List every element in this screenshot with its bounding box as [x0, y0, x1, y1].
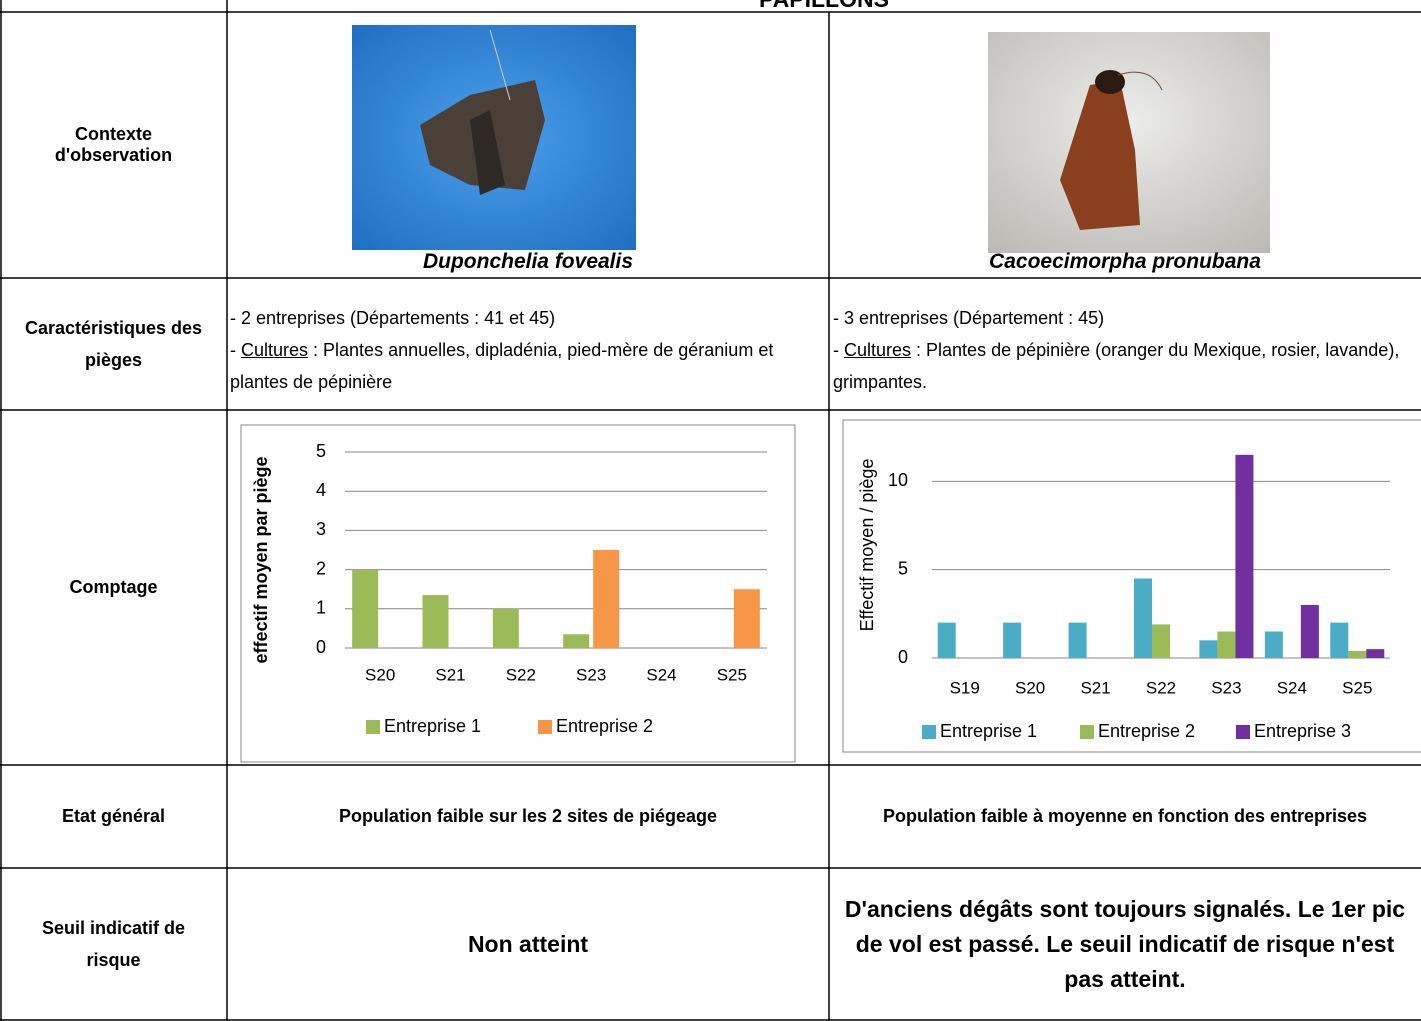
bar — [1366, 649, 1385, 658]
y-axis-title: effectif moyen par piège — [251, 456, 271, 663]
moth-wings — [1060, 80, 1140, 230]
x-tick-label: S19 — [950, 678, 980, 697]
legend-swatch — [1236, 725, 1250, 739]
traps-line: - 3 entreprises (Département : 45) — [833, 308, 1105, 328]
row-label: Etat général — [61, 806, 166, 826]
antenna — [1117, 71, 1163, 91]
x-tick-label: S23 — [1211, 678, 1241, 697]
traps-line: - 2 entreprises (Départements : 41 et 45… — [230, 308, 556, 328]
traps-rest: : Plantes annuelles, dipladénia, pied-mè… — [230, 340, 774, 392]
species-caption: Cacoecimorpha pronubana — [989, 250, 1261, 273]
legend-label: Entreprise 1 — [384, 716, 481, 736]
legend-swatch — [922, 725, 936, 739]
seuil: Non atteint — [467, 930, 589, 957]
dash: - — [230, 340, 241, 360]
legend-swatch — [366, 720, 380, 734]
y-tick-label: 0 — [898, 647, 908, 667]
x-tick-label: S20 — [365, 665, 395, 684]
etat: Population faible à moyenne en fonction … — [882, 806, 1368, 826]
x-tick-label: S25 — [1342, 678, 1372, 697]
row-label: Caractéristiques des pièges — [24, 318, 203, 370]
antenna — [489, 29, 511, 101]
traps-line: - Cultures : Plantes de pépinière (orang… — [833, 334, 1419, 398]
underlined: Cultures — [241, 340, 309, 360]
etat: Population faible sur les 2 sites de pié… — [338, 806, 718, 826]
bar — [1217, 631, 1236, 658]
bar — [937, 622, 956, 658]
legend-swatch — [538, 720, 552, 734]
bar — [352, 569, 379, 648]
bar — [1330, 622, 1349, 658]
table-title: PAPILLONS — [227, 0, 1421, 12]
bar — [1264, 631, 1283, 658]
traps-text: - 3 entreprises (Département : 45) - Cul… — [833, 302, 1419, 398]
chart-frame — [842, 419, 1421, 753]
dash: - — [833, 340, 844, 360]
bar — [1235, 454, 1254, 658]
underlined: Cultures — [844, 340, 912, 360]
x-tick-label: S21 — [1080, 678, 1110, 697]
bar — [563, 634, 590, 648]
bar — [1134, 578, 1152, 658]
traps-text: - 2 entreprises (Départements : 41 et 45… — [230, 302, 826, 398]
bar — [1068, 622, 1087, 658]
bar — [422, 595, 449, 648]
legend-label: Entreprise 3 — [1254, 721, 1351, 741]
bar — [1152, 624, 1170, 658]
traps-rest: : Plantes de pépinière (oranger du Mexiq… — [833, 340, 1400, 392]
legend-label: Entreprise 2 — [556, 716, 653, 736]
y-tick-label: 1 — [316, 598, 326, 618]
bar — [492, 608, 519, 648]
moth-body — [470, 110, 505, 195]
y-axis-title: Effectif moyen / piège — [857, 459, 877, 632]
bar — [1003, 622, 1022, 658]
bar — [1199, 640, 1218, 658]
y-tick-label: 10 — [888, 470, 908, 490]
legend-label: Entreprise 1 — [940, 721, 1037, 741]
x-tick-label: S25 — [717, 665, 747, 684]
legend-label: Entreprise 2 — [1098, 721, 1195, 741]
seuil: D'anciens dégâts sont toujours signalés.… — [844, 895, 1406, 992]
x-tick-label: S22 — [1146, 678, 1176, 697]
x-tick-label: S20 — [1015, 678, 1045, 697]
chart-frame — [240, 424, 796, 763]
x-tick-label: S22 — [506, 665, 536, 684]
row-label: Comptage — [69, 577, 158, 597]
photo-cacoecimorpha — [988, 32, 1270, 253]
photo-duponchelia — [352, 25, 636, 250]
legend-swatch — [1080, 725, 1094, 739]
y-tick-label: 5 — [898, 558, 908, 578]
y-tick-label: 2 — [316, 558, 326, 578]
y-tick-label: 4 — [316, 480, 326, 500]
species-caption: Duponchelia fovealis — [422, 250, 634, 273]
bar — [1348, 650, 1367, 658]
x-tick-label: S23 — [576, 665, 606, 684]
bar — [593, 550, 620, 648]
x-tick-label: S24 — [646, 665, 676, 684]
bar — [733, 589, 760, 648]
bar — [1300, 605, 1319, 658]
x-tick-label: S24 — [1277, 678, 1307, 697]
row-label: Contexte d'observation — [54, 124, 173, 165]
y-tick-label: 5 — [316, 441, 326, 461]
row-label: Seuil indicatif de risque — [41, 918, 186, 970]
y-tick-label: 0 — [316, 637, 326, 657]
y-tick-label: 3 — [316, 519, 326, 539]
moth-head — [1095, 70, 1125, 94]
traps-line: - Cultures : Plantes annuelles, dipladén… — [230, 334, 826, 398]
x-tick-label: S21 — [435, 665, 465, 684]
